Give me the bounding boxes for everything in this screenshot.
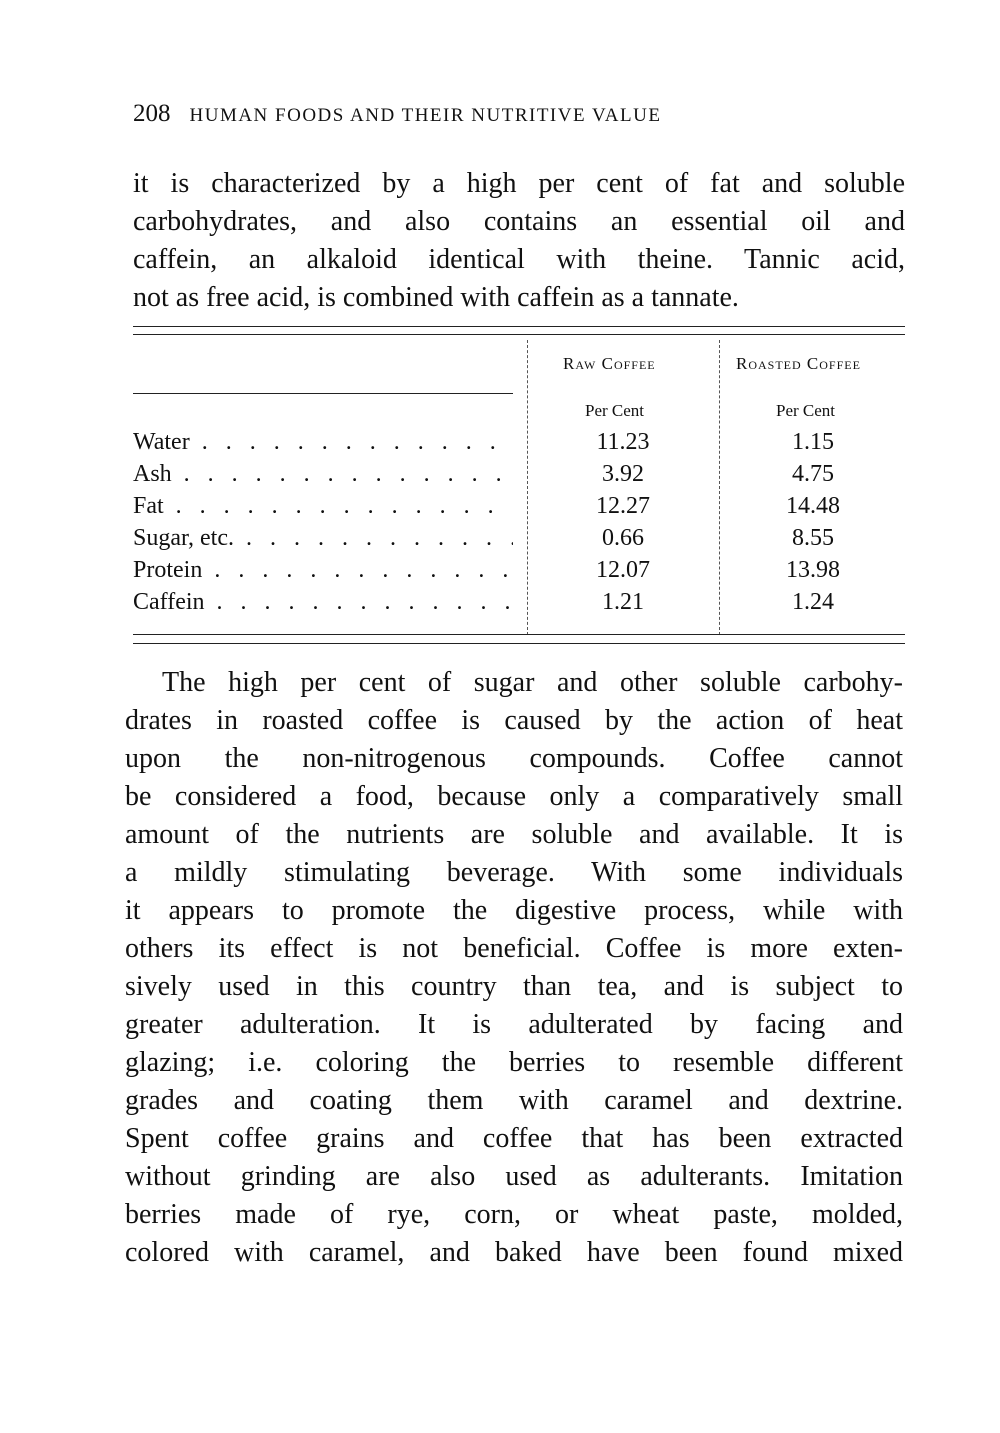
header-rule — [133, 393, 513, 394]
row-label: Ash — [133, 458, 513, 490]
roasted-value: 4.75 — [792, 461, 834, 487]
text-line: drates in roasted coffee is caused by th… — [125, 705, 903, 736]
roasted-value: 1.15 — [792, 429, 834, 455]
text-line: be considered a food, because only a com… — [125, 781, 903, 812]
row-label: Water — [133, 426, 513, 458]
table-top-rule — [133, 334, 905, 335]
text-line: a mildly stimulating beverage. With some… — [125, 857, 903, 888]
text-line: others its effect is not beneficial. Cof… — [125, 933, 903, 964]
table-row: Sugar, etc. 0.66 8.55 — [133, 522, 905, 554]
raw-value: 12.27 — [596, 493, 650, 519]
text-line: caffein, an alkaloid identical with thei… — [133, 244, 905, 275]
table-row: Protein 12.07 13.98 — [133, 554, 905, 586]
paragraph-intro: it is characterized by a high per cent o… — [133, 165, 905, 317]
text-line: without grinding are also used as adulte… — [125, 1161, 903, 1192]
text-line: it is characterized by a high per cent o… — [133, 168, 905, 199]
text-line: it appears to promote the digestive proc… — [125, 895, 903, 926]
table-row: Caffein 1.21 1.24 — [133, 586, 905, 618]
table-bottom-rule — [133, 634, 905, 635]
row-label: Protein — [133, 554, 513, 586]
roasted-value: 8.55 — [792, 525, 834, 551]
raw-value: 12.07 — [596, 557, 650, 583]
row-label: Caffein — [133, 586, 513, 618]
table-row: Water 11.23 1.15 — [133, 426, 905, 458]
roasted-value: 1.24 — [792, 589, 834, 615]
text-line: grades and coating them with caramel and… — [125, 1085, 903, 1116]
text-line: upon the non-nitrogenous compounds. Coff… — [125, 743, 903, 774]
roasted-value: 13.98 — [786, 557, 840, 583]
text-line: Spent coffee grains and coffee that has … — [125, 1123, 903, 1154]
text-line: berries made of rye, corn, or wheat past… — [125, 1199, 903, 1230]
paragraph-discussion: The high per cent of sugar and other sol… — [125, 664, 903, 1272]
raw-value: 0.66 — [602, 525, 644, 551]
raw-value: 3.92 — [602, 461, 644, 487]
raw-value: 11.23 — [596, 429, 650, 455]
unit-raw: Per Cent — [585, 401, 645, 420]
running-title: Human Foods and Their Nutritive Value — [189, 105, 662, 126]
column-divider — [719, 340, 720, 635]
text-line: glazing; i.e. coloring the berries to re… — [125, 1047, 903, 1078]
table-bottom-rule — [133, 643, 905, 644]
text-line: greater adulteration. It is adulterated … — [125, 1009, 903, 1040]
text-line: carbohydrates, and also contains an esse… — [133, 206, 905, 237]
text-line: not as free acid, is combined with caffe… — [133, 282, 739, 313]
table-row: Ash 3.92 4.75 — [133, 458, 905, 490]
text-line: amount of the nutrients are soluble and … — [125, 819, 903, 850]
column-header-raw: Raw Coffee — [563, 354, 656, 373]
roasted-value: 14.48 — [786, 493, 840, 519]
raw-value: 1.21 — [602, 589, 644, 615]
text-line: sively used in this country than tea, an… — [125, 971, 903, 1002]
table-top-rule — [133, 326, 905, 327]
text-line: The high per cent of sugar and other sol… — [162, 667, 903, 698]
table-row: Fat 12.27 14.48 — [133, 490, 905, 522]
column-divider — [527, 340, 528, 635]
column-header-roasted: Roasted Coffee — [736, 354, 861, 373]
page-number: 208 — [133, 100, 171, 127]
text-line: colored with caramel, and baked have bee… — [125, 1237, 903, 1268]
row-label: Sugar, etc. — [133, 522, 513, 554]
row-label: Fat — [133, 490, 513, 522]
running-header: 208 Human Foods and Their Nutritive Valu… — [133, 100, 905, 128]
unit-roasted: Per Cent — [776, 401, 836, 420]
